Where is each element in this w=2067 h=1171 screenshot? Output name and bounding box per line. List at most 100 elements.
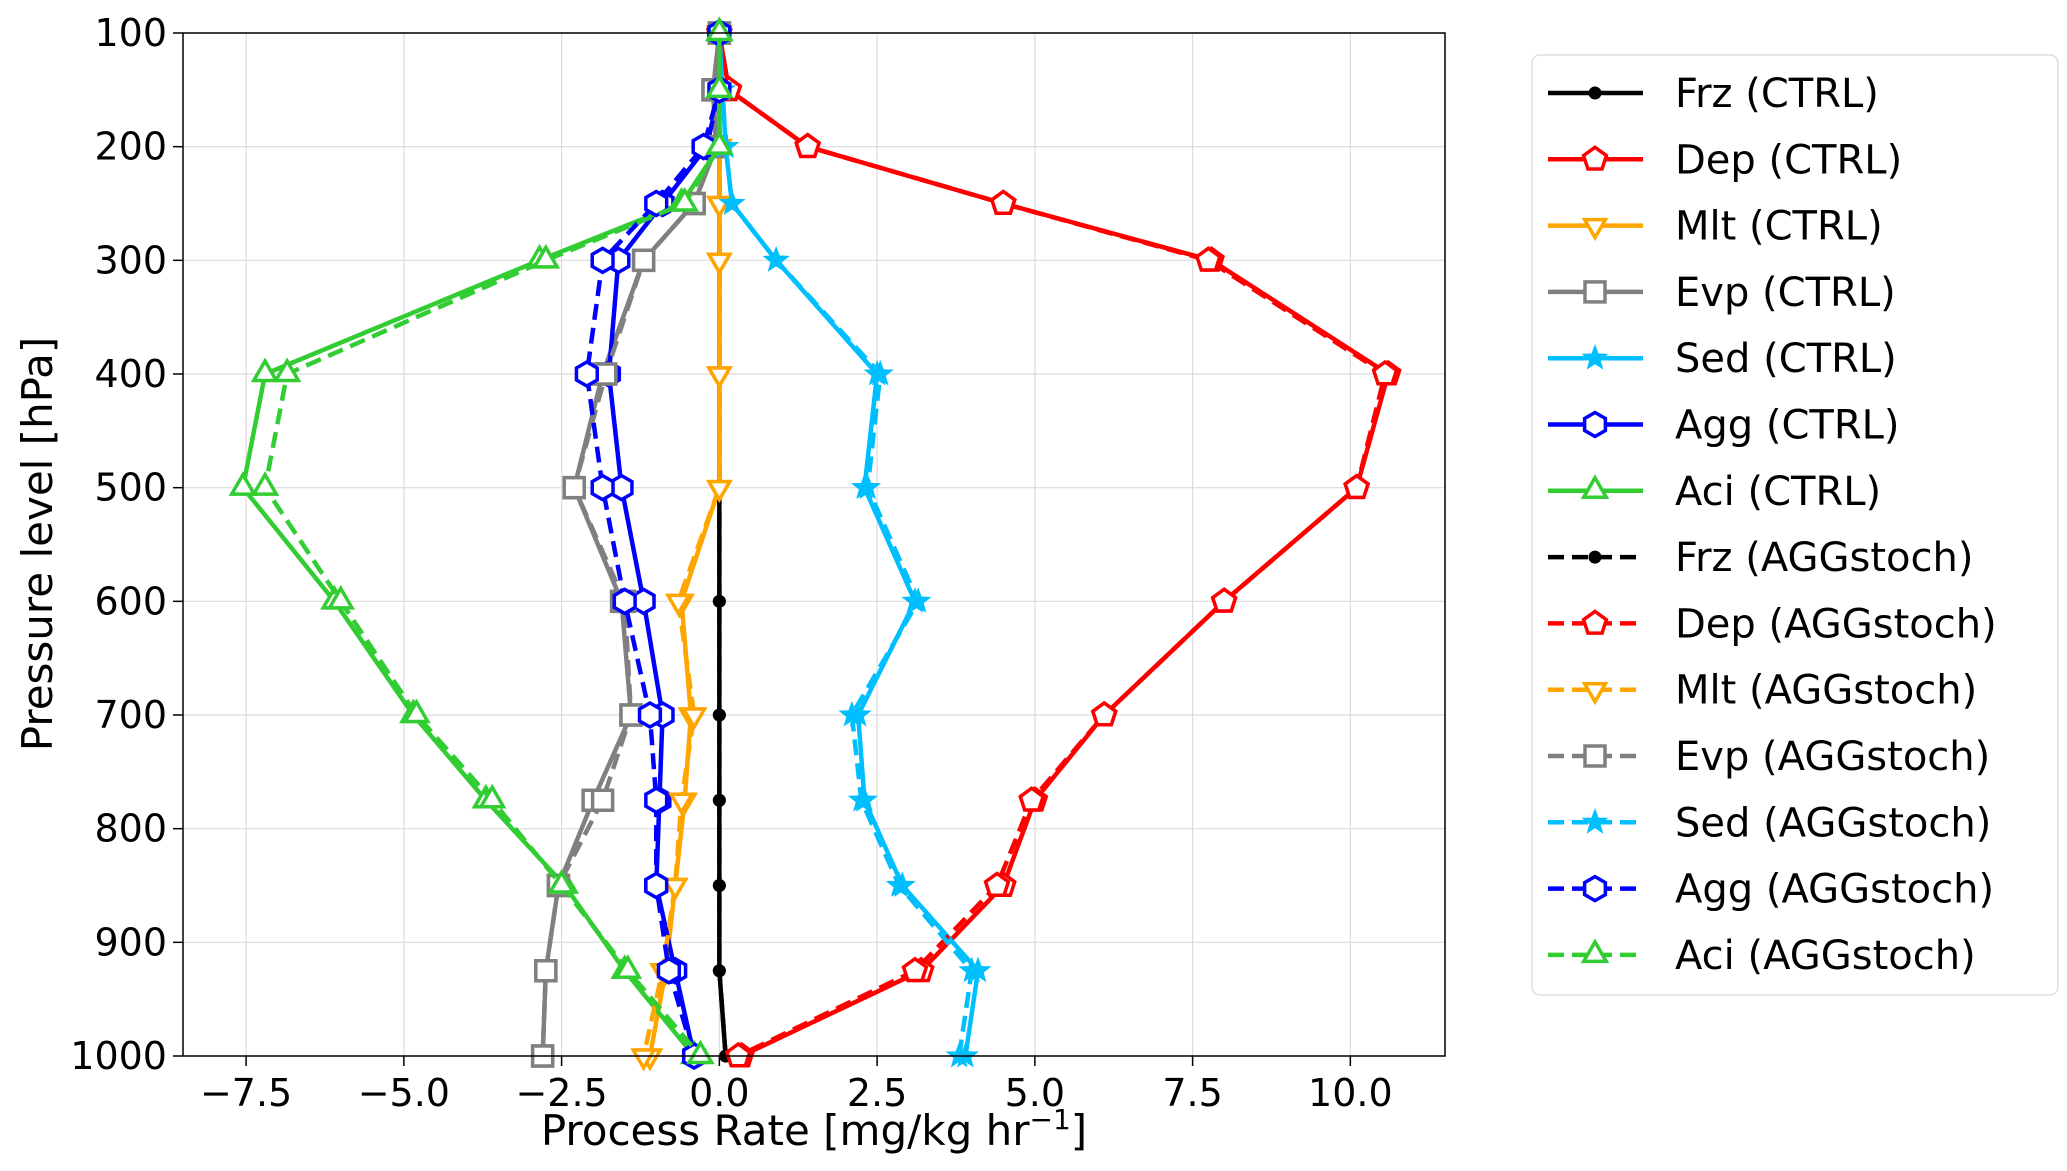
series-aci-aggstoch [250, 16, 734, 1065]
data-point [668, 792, 695, 816]
legend-label: Evp (CTRL) [1675, 270, 1896, 316]
legend-marker [1581, 808, 1609, 834]
legend-frame [1531, 54, 2059, 996]
legend-marker [1581, 145, 1609, 171]
series-line [641, 33, 722, 1057]
data-point [705, 16, 734, 42]
y-tick-label: 400 [94, 352, 167, 396]
data-point [724, 1041, 752, 1068]
legend-marker [1581, 217, 1609, 242]
legend-item: Aci (AGGstoch) [1548, 933, 1976, 979]
y-tick-label: 200 [94, 125, 167, 169]
y-tick-label: 100 [94, 11, 167, 55]
legend-item: Dep (AGGstoch) [1548, 601, 1997, 647]
series-aci-ctrl [228, 16, 734, 1065]
data-point [590, 788, 615, 812]
data-point [1210, 587, 1238, 613]
data-point [904, 587, 932, 613]
x-tick-label: −2.5 [515, 1071, 607, 1115]
data-point [612, 587, 637, 616]
data-point [631, 248, 656, 273]
data-point [854, 473, 882, 500]
data-point [705, 252, 733, 276]
data-point [847, 786, 875, 812]
legend-label: Mlt (CTRL) [1675, 204, 1883, 250]
series-line [262, 33, 722, 1058]
legend-item: Evp (CTRL) [1548, 270, 1896, 316]
legend-label: Agg (AGGstoch) [1675, 867, 1994, 913]
plot-frame [182, 32, 1446, 1057]
legend-marker [1582, 410, 1608, 439]
legend-label: Frz (CTRL) [1675, 71, 1879, 117]
legend-item: Mlt (CTRL) [1548, 204, 1883, 250]
data-point [547, 869, 576, 894]
data-point [644, 786, 669, 815]
data-point [705, 366, 733, 390]
y-tick-label: 900 [94, 920, 167, 964]
data-point [562, 475, 586, 500]
data-point [656, 956, 682, 985]
ticks: −7.5 −5.0 −2.5 0.0 2.5 5.0 7.5 10.0 100 200 300 400… [70, 11, 1392, 1115]
x-tick-label: −7.5 [200, 1071, 292, 1115]
data-point [718, 189, 746, 215]
legend-item: Dep (CTRL) [1548, 137, 1902, 183]
legend-marker [1583, 744, 1607, 768]
legend-marker [1588, 550, 1602, 564]
legend-label: Sed (AGGstoch) [1675, 800, 1991, 846]
legend-item: Agg (CTRL) [1548, 403, 1900, 449]
data-point [989, 189, 1017, 215]
y-tick-label: 1000 [70, 1034, 167, 1078]
data-point [866, 359, 894, 386]
data-point [250, 471, 280, 496]
data-point [630, 1048, 658, 1072]
series-line [240, 33, 722, 1058]
series-mlt-ctrl [636, 25, 733, 1072]
data-point [712, 708, 726, 722]
data-point [574, 359, 599, 389]
legend-item: Evp (AGGstoch) [1548, 734, 1990, 780]
data-point [680, 707, 708, 731]
data-point [1018, 786, 1046, 812]
legend-label: Mlt (AGGstoch) [1675, 668, 1977, 714]
legend-marker [1581, 344, 1609, 370]
data-point [670, 187, 699, 212]
y-tick-label: 700 [94, 693, 167, 737]
legend-marker [1582, 874, 1608, 903]
legend-marker [1581, 609, 1609, 635]
series-dep-ctrl [705, 18, 1402, 1068]
legend-item: Mlt (AGGstoch) [1548, 668, 1977, 714]
legend-marker [1581, 681, 1609, 706]
legend-marker [1580, 474, 1610, 500]
data-point [1194, 246, 1222, 272]
data-point [712, 879, 726, 892]
data-point [534, 959, 558, 983]
legend-label: Aci (CTRL) [1675, 469, 1881, 515]
legend: Frz (CTRL) Dep (CTRL) Mlt (CTRL) Evp (CTRL)… [1531, 54, 2059, 996]
y-tick-label: 600 [94, 579, 167, 623]
data-point [901, 956, 929, 983]
legend-label: Dep (CTRL) [1675, 137, 1902, 183]
y-tick-label: 800 [94, 807, 167, 851]
data-point [712, 793, 726, 807]
data-point [272, 357, 302, 383]
legend-label: Evp (AGGstoch) [1675, 734, 1990, 780]
data-point [885, 871, 913, 897]
data-point [705, 130, 734, 155]
x-tick-label: 10.0 [1308, 1071, 1393, 1115]
legend-item: Frz (AGGstoch) [1548, 535, 1973, 581]
data-point [1343, 473, 1371, 500]
data-point [402, 698, 431, 724]
grid [183, 32, 1445, 1057]
data-point [1090, 700, 1118, 727]
data-point [705, 73, 734, 99]
legend-label: Sed (CTRL) [1675, 336, 1897, 382]
data-point [326, 584, 356, 610]
data-point [477, 783, 507, 809]
data-point [250, 357, 280, 383]
x-axis-label: Process Rate [mg/kg hr−1] [541, 1103, 1087, 1155]
y-tick-label: 500 [94, 466, 167, 510]
data-point [983, 871, 1011, 897]
data-point [228, 471, 258, 496]
legend-item: Frz (CTRL) [1548, 71, 1879, 117]
data-point [590, 473, 615, 502]
